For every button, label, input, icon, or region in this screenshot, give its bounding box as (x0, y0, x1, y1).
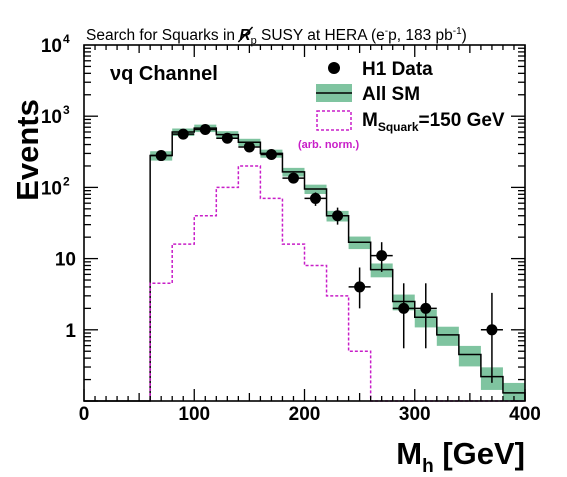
legend-data-marker (328, 62, 340, 74)
rp-slash (237, 26, 254, 43)
sm-band-bin (502, 382, 525, 401)
y-tick-exponent: 4 (63, 32, 70, 46)
y-tick-label: 10 (41, 178, 62, 199)
data-point (150, 150, 173, 162)
data-point (370, 242, 393, 272)
data-points (150, 124, 503, 383)
y-tick-label: 1 (65, 321, 76, 342)
legend-signal-label: MSquark=150 GeV (362, 110, 505, 134)
y-tick-exponent: 2 (63, 174, 70, 188)
legend-sm-label: All SM (362, 84, 420, 105)
x-tick-label: 400 (509, 404, 541, 425)
data-point (260, 148, 283, 160)
legend-entry-sm: All SM (316, 84, 420, 105)
legend-signal-note: (arb. norm.) (298, 139, 359, 151)
sm-band-bin (436, 326, 459, 346)
axis-ticks (83, 45, 526, 402)
legend-data-label: H1 Data (362, 59, 433, 80)
data-point (392, 283, 415, 349)
legend-entry-signal: MSquark=150 GeV (arb. norm.) (298, 110, 505, 151)
data-point (326, 207, 349, 225)
data-point (480, 292, 503, 383)
x-axis-title: Mh [GeV] (396, 436, 525, 477)
data-point (348, 267, 371, 309)
x-tick-labels: 0 100 200 300 400 (79, 404, 541, 425)
legend-entry-data: H1 Data (328, 59, 433, 80)
x-tick-label: 300 (399, 404, 431, 425)
data-point (172, 128, 195, 140)
y-tick-label: 10 (41, 107, 62, 128)
y-tick-label: 10 (55, 250, 76, 271)
data-point (282, 172, 305, 184)
sm-band-bin (458, 345, 481, 367)
x-tick-label: 200 (289, 404, 321, 425)
data-point (216, 132, 239, 144)
data-point (238, 141, 261, 153)
x-tick-label: 100 (178, 404, 210, 425)
data-point (414, 283, 437, 349)
legend: H1 Data All SM MSquark=150 GeV (arb. nor… (298, 59, 505, 151)
chart-title: Search for Squarks in Rp SUSY at HERA (e… (86, 26, 467, 47)
channel-annotation: νq Channel (110, 63, 218, 85)
y-tick-label: 10 (41, 36, 62, 57)
y-tick-exponent: 3 (63, 103, 70, 117)
x-tick-label: 0 (79, 404, 90, 425)
data-point (304, 192, 327, 206)
data-point (194, 124, 217, 136)
legend-signal-swatch (316, 110, 352, 131)
sm-uncertainty-band (150, 124, 525, 401)
y-axis-title: Events (10, 99, 45, 201)
